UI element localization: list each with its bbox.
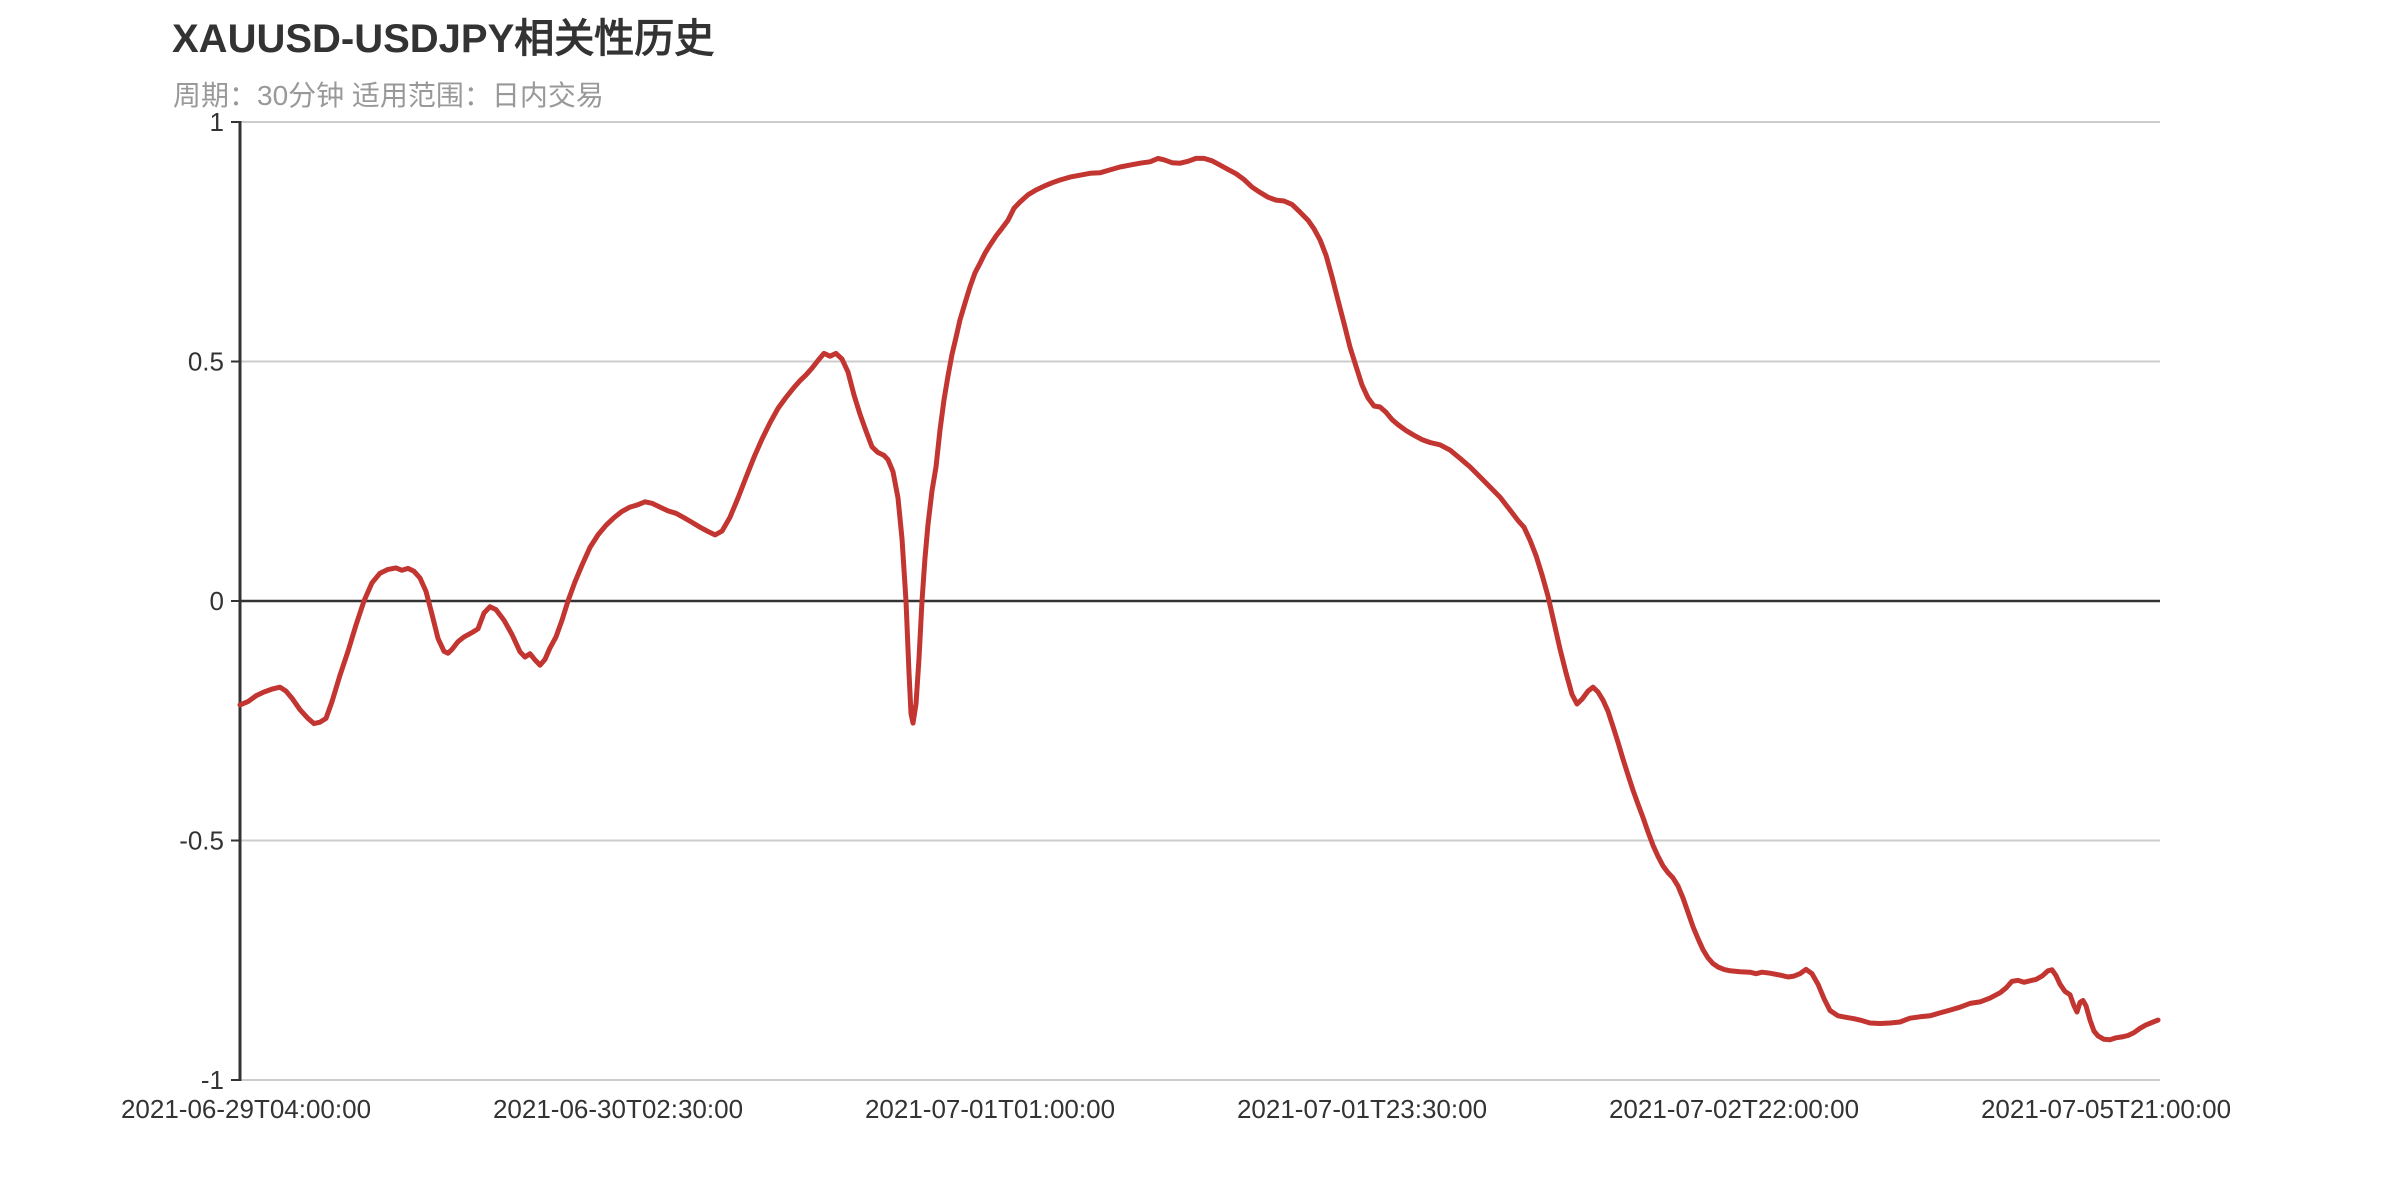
y-tick-label: 0.5 (188, 346, 224, 376)
x-tick-label: 2021-07-02T22:00:00 (1609, 1094, 1859, 1124)
y-tick-label: -1 (201, 1065, 224, 1095)
y-tick-label: 0 (210, 586, 224, 616)
x-tick-label: 2021-06-29T04:00:00 (121, 1094, 371, 1124)
x-tick-label: 2021-07-05T21:00:00 (1981, 1094, 2231, 1124)
y-tick-label: -0.5 (179, 825, 224, 855)
correlation-series-line (237, 155, 2161, 1043)
x-tick-label: 2021-07-01T01:00:00 (865, 1094, 1115, 1124)
x-tick-label: 2021-07-01T23:30:00 (1237, 1094, 1487, 1124)
y-tick-label: 1 (210, 107, 224, 137)
x-tick-label: 2021-06-30T02:30:00 (493, 1094, 743, 1124)
page-title: XAUUSD-USDJPY相关性历史 (172, 17, 715, 61)
chart-subtitle: 周期：30分钟 适用范围：日内交易 (173, 80, 604, 111)
